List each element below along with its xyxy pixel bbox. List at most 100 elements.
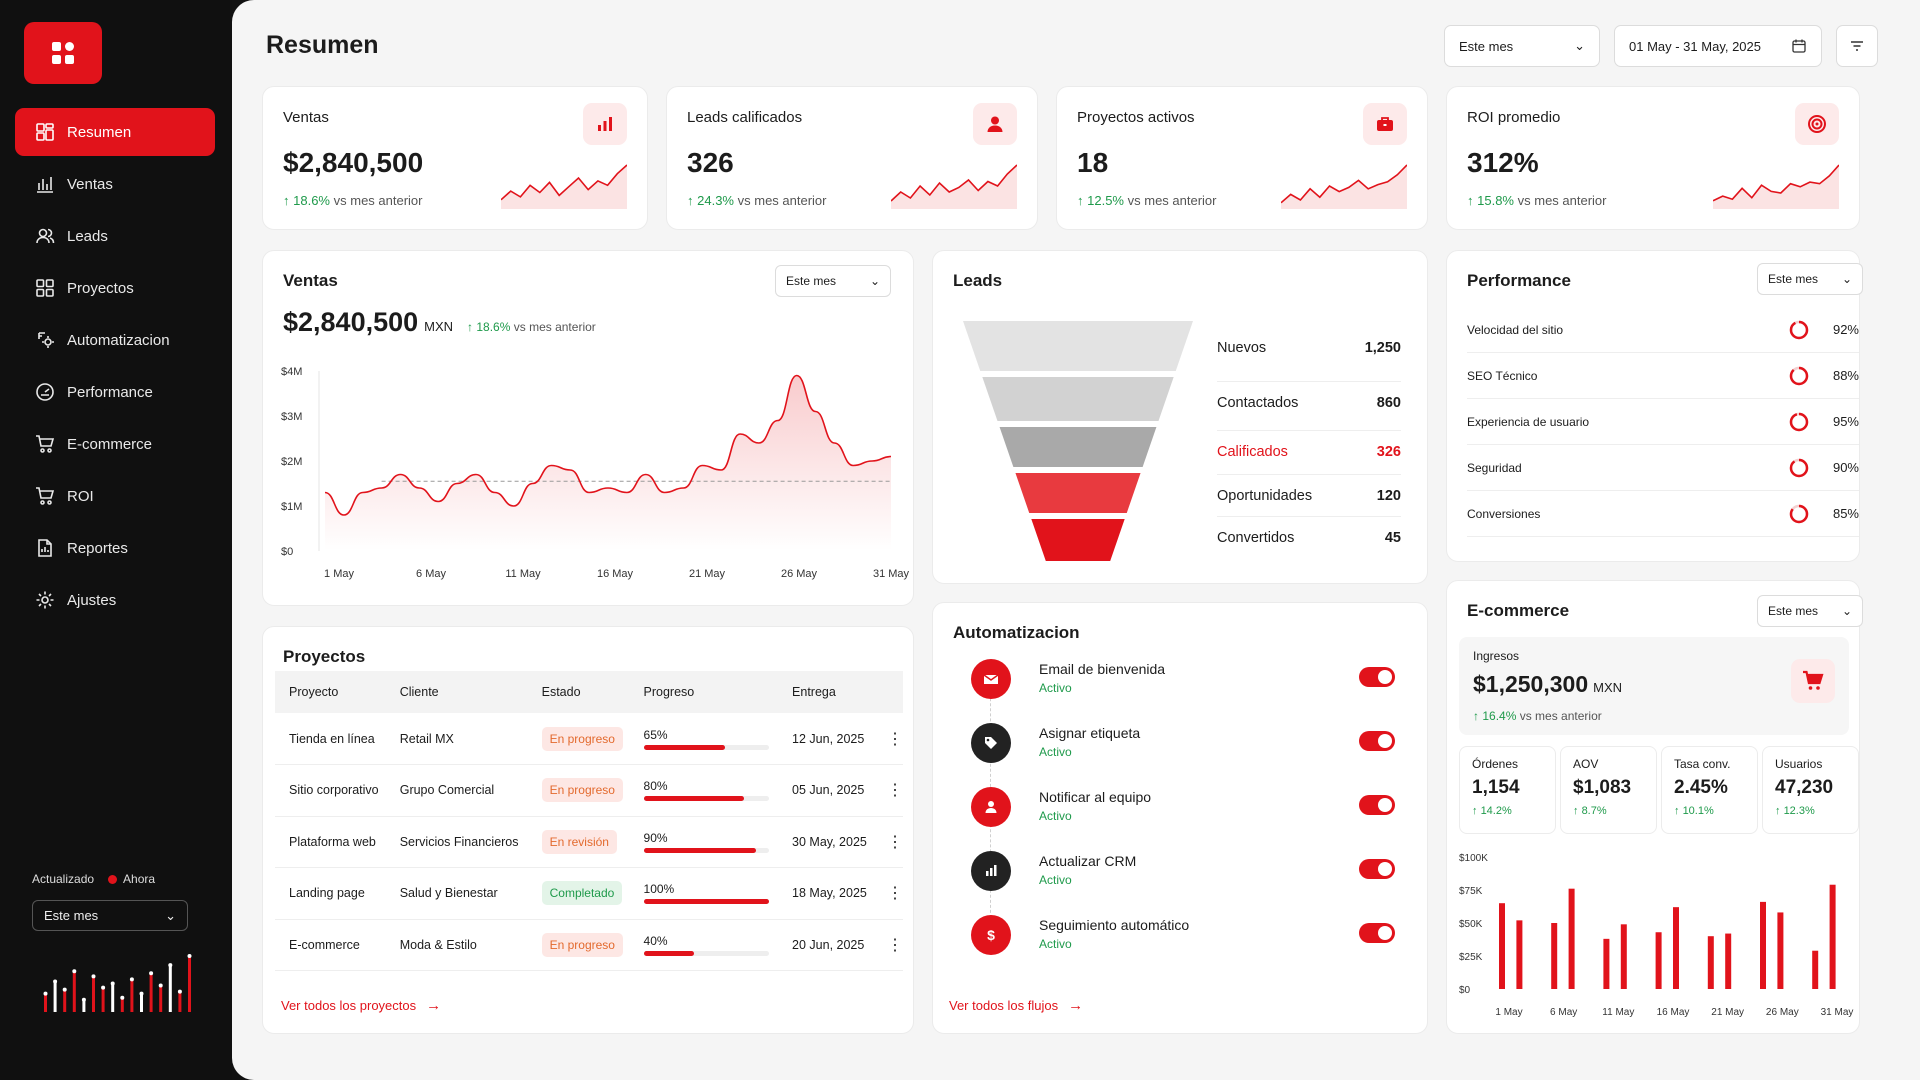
- view-all-flows-label: Ver todos los flujos: [949, 998, 1059, 1013]
- sidebar-item-resumen[interactable]: Resumen: [15, 108, 215, 156]
- sidebar-item-ecommerce[interactable]: E-commerce: [15, 420, 215, 468]
- performance-row[interactable]: Velocidad del sitio 92%: [1467, 307, 1859, 353]
- view-all-flows-link[interactable]: Ver todos los flujos →: [949, 997, 1083, 1014]
- stat-label: Usuarios: [1775, 757, 1823, 771]
- sidebar-item-automatizacion[interactable]: Automatizacion: [15, 316, 215, 364]
- table-row[interactable]: E-commerce Moda & Estilo En progreso 40%…: [275, 919, 903, 971]
- view-all-projects-link[interactable]: Ver todos los proyectos →: [281, 997, 441, 1014]
- y-tick-label: $2M: [281, 456, 302, 468]
- update-label: Actualizado: [32, 872, 95, 886]
- card-title: Leads: [953, 271, 1003, 290]
- sidebar-item-label: ROI: [67, 487, 94, 505]
- stat-label: Tasa conv.: [1674, 757, 1731, 771]
- funnel-segment[interactable]: [982, 377, 1174, 421]
- more-options-icon[interactable]: ⋮: [873, 713, 903, 765]
- grid-icon: [36, 279, 54, 297]
- automation-toggle[interactable]: [1359, 859, 1395, 879]
- chevron-down-icon: ⌄: [1841, 604, 1852, 618]
- column-header[interactable]: Proyecto: [275, 671, 386, 713]
- funnel-stage-calificados[interactable]: Calificados 326: [1217, 430, 1401, 472]
- automation-toggle[interactable]: [1359, 731, 1395, 751]
- activity-dot: [81, 997, 86, 1002]
- ecommerce-stat[interactable]: AOV $1,083 ↑ 8.7%: [1560, 746, 1657, 834]
- sales-period-select[interactable]: Este mes ⌄: [775, 265, 891, 297]
- performance-row[interactable]: Conversiones 85%: [1467, 491, 1859, 537]
- column-header[interactable]: Cliente: [385, 671, 528, 713]
- table-row[interactable]: Sitio corporativo Grupo Comercial En pro…: [275, 764, 903, 817]
- performance-row[interactable]: Experiencia de usuario 95%: [1467, 399, 1859, 445]
- kpi-delta: ↑ 18.6% vs mes anterior: [283, 193, 423, 208]
- activity-dot: [120, 995, 125, 1000]
- stage-value: 120: [1376, 487, 1401, 504]
- leads-funnel-card: Leads Nuevos 1,250 Contactados 860 Calific…: [932, 250, 1428, 584]
- y-tick-label: $75K: [1459, 886, 1483, 897]
- project-progress-cell: 80%: [629, 764, 779, 817]
- automation-item[interactable]: Notificar al equipo Activo: [953, 787, 1403, 837]
- app-logo[interactable]: [24, 22, 102, 84]
- funnel-segment[interactable]: [1031, 519, 1125, 561]
- table-row[interactable]: Plataforma web Servicios Financieros En …: [275, 816, 903, 868]
- more-options-icon[interactable]: ⋮: [873, 764, 903, 817]
- project-date: 18 May, 2025: [778, 867, 873, 920]
- funnel-segment[interactable]: [963, 321, 1193, 371]
- kpi-card-proyectos[interactable]: Proyectos activos 18 ↑ 12.5% vs mes ante…: [1056, 86, 1428, 230]
- automation-toggle[interactable]: [1359, 923, 1395, 943]
- period-select[interactable]: Este mes ⌄: [1444, 25, 1600, 67]
- table-row[interactable]: Tienda en línea Retail MX En progreso 65…: [275, 713, 903, 765]
- sidebar-item-performance[interactable]: Performance: [15, 368, 215, 416]
- funnel-stage-contactados[interactable]: Contactados 860: [1217, 381, 1401, 423]
- funnel-segment[interactable]: [999, 427, 1157, 467]
- sidebar-item-ventas[interactable]: Ventas: [15, 160, 215, 208]
- performance-label: Experiencia de usuario: [1467, 414, 1590, 429]
- automation-item[interactable]: Asignar etiqueta Activo: [953, 723, 1403, 773]
- performance-label: SEO Técnico: [1467, 368, 1538, 383]
- automation-icon-badge: [971, 723, 1011, 763]
- sidebar-item-ajustes[interactable]: Ajustes: [15, 576, 215, 624]
- y-tick-label: $0: [1459, 985, 1471, 996]
- progress-fill: [643, 847, 757, 853]
- more-options-icon[interactable]: ⋮: [873, 816, 903, 868]
- date-range-value: 01 May - 31 May, 2025: [1629, 38, 1761, 54]
- automation-status: Activo: [1039, 745, 1072, 759]
- filter-button[interactable]: [1836, 25, 1878, 67]
- automation-item[interactable]: Actualizar CRM Activo: [953, 851, 1403, 901]
- sidebar-item-reportes[interactable]: Reportes: [15, 524, 215, 572]
- funnel-segment[interactable]: [1015, 473, 1141, 513]
- automation-item[interactable]: Email de bienvenida Activo: [953, 659, 1403, 709]
- ecommerce-period-value: Este mes: [1768, 604, 1819, 618]
- performance-row[interactable]: SEO Técnico 88%: [1467, 353, 1859, 399]
- ecommerce-period-select[interactable]: Este mes ⌄: [1757, 595, 1863, 627]
- kpi-card-leads[interactable]: Leads calificados 326 ↑ 24.3% vs mes ant…: [666, 86, 1038, 230]
- column-header[interactable]: Entrega: [778, 671, 873, 713]
- column-header[interactable]: Progreso: [629, 671, 779, 713]
- automation-toggle[interactable]: [1359, 795, 1395, 815]
- ecommerce-stat[interactable]: Tasa conv. 2.45% ↑ 10.1%: [1661, 746, 1758, 834]
- more-options-icon[interactable]: ⋮: [873, 867, 903, 920]
- progress-value: 90%: [643, 830, 668, 845]
- income-value-wrap: $1,250,300 MXN: [1473, 671, 1622, 698]
- arrow-right-icon: →: [426, 997, 442, 1014]
- performance-period-select[interactable]: Este mes ⌄: [1757, 263, 1863, 295]
- automation-item[interactable]: $ Seguimiento automático Activo: [953, 915, 1403, 965]
- sidebar-item-proyectos[interactable]: Proyectos: [15, 264, 215, 312]
- performance-row[interactable]: Seguridad 90%: [1467, 445, 1859, 491]
- performance-label: Velocidad del sitio: [1467, 322, 1564, 337]
- sidebar-period-select[interactable]: Este mes ⌄: [32, 900, 188, 931]
- funnel-stage-nuevos[interactable]: Nuevos 1,250: [1217, 327, 1401, 369]
- automation-toggle[interactable]: [1359, 667, 1395, 687]
- ecommerce-stat[interactable]: Usuarios 47,230 ↑ 12.3%: [1762, 746, 1859, 834]
- project-date: 30 May, 2025: [778, 816, 873, 868]
- ecommerce-stat[interactable]: Órdenes 1,154 ↑ 14.2%: [1459, 746, 1556, 834]
- kpi-card-roi[interactable]: ROI promedio 312% ↑ 15.8% vs mes anterio…: [1446, 86, 1860, 230]
- funnel-stage-oportunidades[interactable]: Oportunidades 120: [1217, 474, 1401, 516]
- sidebar-item-roi[interactable]: ROI: [15, 472, 215, 520]
- date-range-picker[interactable]: 01 May - 31 May, 2025: [1614, 25, 1822, 67]
- users-icon: [36, 228, 55, 244]
- sidebar-item-leads[interactable]: Leads: [15, 212, 215, 260]
- more-options-icon[interactable]: ⋮: [873, 919, 903, 971]
- kpi-card-ventas[interactable]: Ventas $2,840,500 ↑ 18.6% vs mes anterio…: [262, 86, 648, 230]
- column-header[interactable]: Estado: [527, 671, 630, 713]
- table-row[interactable]: Landing page Salud y Bienestar Completad…: [275, 867, 903, 920]
- project-client: Retail MX: [385, 713, 528, 765]
- funnel-stage-convertidos[interactable]: Convertidos 45: [1217, 516, 1401, 558]
